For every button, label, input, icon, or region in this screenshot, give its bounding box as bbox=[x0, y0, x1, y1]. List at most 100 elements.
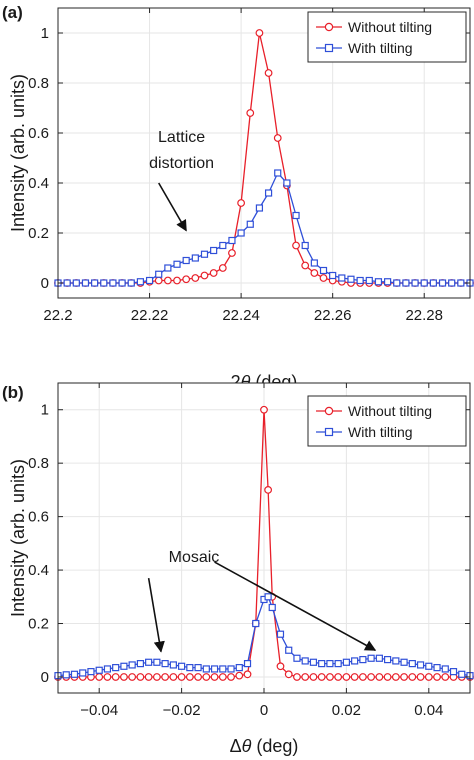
data-point bbox=[301, 657, 309, 665]
data-point bbox=[334, 673, 343, 681]
data-point bbox=[285, 646, 293, 654]
data-point bbox=[351, 657, 359, 665]
legend-marker-circle bbox=[324, 22, 334, 32]
data-point bbox=[319, 274, 328, 282]
x-tick-label: 22.24 bbox=[222, 307, 260, 324]
data-point bbox=[260, 405, 268, 414]
data-point bbox=[153, 658, 161, 666]
y-tick-label: 0.6 bbox=[28, 509, 49, 526]
data-point bbox=[72, 279, 80, 287]
x-axis-label-suffix: (deg) bbox=[251, 736, 298, 756]
data-point bbox=[218, 673, 227, 681]
data-point bbox=[359, 655, 367, 664]
series-with-tilting bbox=[54, 169, 474, 287]
data-point bbox=[200, 250, 209, 258]
data-point bbox=[120, 662, 128, 670]
data-point bbox=[391, 673, 400, 681]
data-point bbox=[219, 241, 227, 250]
data-point bbox=[112, 664, 120, 672]
data-point bbox=[63, 279, 71, 287]
data-point bbox=[218, 264, 227, 272]
data-point bbox=[347, 275, 355, 283]
data-point bbox=[292, 241, 300, 250]
data-point bbox=[400, 658, 408, 666]
annotation: Lattice distortion bbox=[149, 129, 214, 232]
legend-label: With tilting bbox=[348, 40, 413, 56]
data-point bbox=[246, 109, 255, 117]
data-point bbox=[408, 673, 417, 681]
data-point bbox=[87, 668, 95, 676]
x-tick-label: −0.04 bbox=[80, 702, 118, 719]
data-point bbox=[144, 673, 153, 681]
data-point bbox=[350, 673, 359, 681]
data-point bbox=[95, 666, 103, 674]
data-point bbox=[103, 665, 112, 673]
data-point bbox=[375, 673, 384, 681]
data-point bbox=[255, 29, 264, 37]
y-tick-label: 0.2 bbox=[28, 616, 49, 633]
data-point bbox=[237, 199, 246, 207]
data-point bbox=[70, 670, 79, 678]
data-point bbox=[367, 673, 376, 681]
data-point bbox=[408, 660, 416, 668]
data-point bbox=[111, 673, 120, 681]
data-point bbox=[194, 673, 202, 681]
data-point bbox=[457, 279, 465, 287]
data-point bbox=[448, 279, 456, 287]
data-point bbox=[185, 673, 194, 681]
data-point bbox=[91, 279, 99, 287]
data-point bbox=[318, 660, 326, 668]
data-point bbox=[292, 211, 300, 220]
data-point bbox=[182, 275, 191, 284]
legend-marker-circle bbox=[324, 406, 334, 416]
data-point bbox=[273, 134, 282, 142]
data-point bbox=[210, 673, 219, 681]
data-point bbox=[163, 276, 172, 285]
x-tick-label: 22.22 bbox=[131, 307, 169, 324]
data-point bbox=[384, 655, 392, 664]
data-point bbox=[178, 662, 186, 670]
data-point bbox=[309, 658, 318, 666]
data-point bbox=[128, 661, 136, 669]
data-point bbox=[100, 279, 108, 287]
data-point bbox=[433, 664, 441, 672]
x-tick-label: 22.28 bbox=[405, 307, 443, 324]
data-point bbox=[145, 658, 153, 666]
data-point bbox=[356, 276, 364, 285]
data-point bbox=[95, 673, 104, 681]
data-point bbox=[384, 278, 392, 286]
data-point bbox=[200, 271, 209, 280]
data-point bbox=[264, 69, 273, 77]
y-tick-label: 0.8 bbox=[28, 75, 49, 92]
data-point bbox=[416, 673, 425, 681]
data-point bbox=[202, 673, 211, 681]
data-point bbox=[264, 189, 273, 197]
data-point bbox=[164, 264, 172, 272]
data-point bbox=[424, 673, 433, 681]
data-point bbox=[219, 665, 227, 673]
data-point bbox=[310, 269, 319, 277]
legend: Without tilting With tilting bbox=[307, 11, 467, 63]
y-tick-label: 0.8 bbox=[28, 455, 49, 472]
legend-label: Without tilting bbox=[348, 403, 432, 419]
data-point bbox=[301, 673, 310, 681]
data-point bbox=[342, 673, 351, 681]
x-axis-label-prefix: Δ bbox=[230, 736, 242, 756]
data-point bbox=[358, 673, 367, 681]
x-tick-label: 22.2 bbox=[43, 307, 72, 324]
annotation-text: Mosaic bbox=[169, 549, 220, 566]
data-point bbox=[293, 673, 301, 681]
data-point bbox=[326, 660, 334, 668]
data-point bbox=[169, 673, 178, 681]
data-point bbox=[186, 664, 194, 672]
legend-marker-square bbox=[324, 43, 334, 53]
data-point bbox=[227, 673, 235, 681]
data-point bbox=[264, 485, 273, 494]
data-point bbox=[329, 271, 337, 280]
ticks: −0.04 −0.02 0 0.02 0.04 0 0.2 0.4 0.6 0.8 1 bbox=[28, 383, 470, 719]
data-point bbox=[210, 246, 218, 255]
panel-label: (a) bbox=[2, 3, 23, 22]
data-point bbox=[243, 660, 252, 668]
x-tick-label: −0.02 bbox=[163, 702, 201, 719]
data-point bbox=[127, 279, 135, 287]
